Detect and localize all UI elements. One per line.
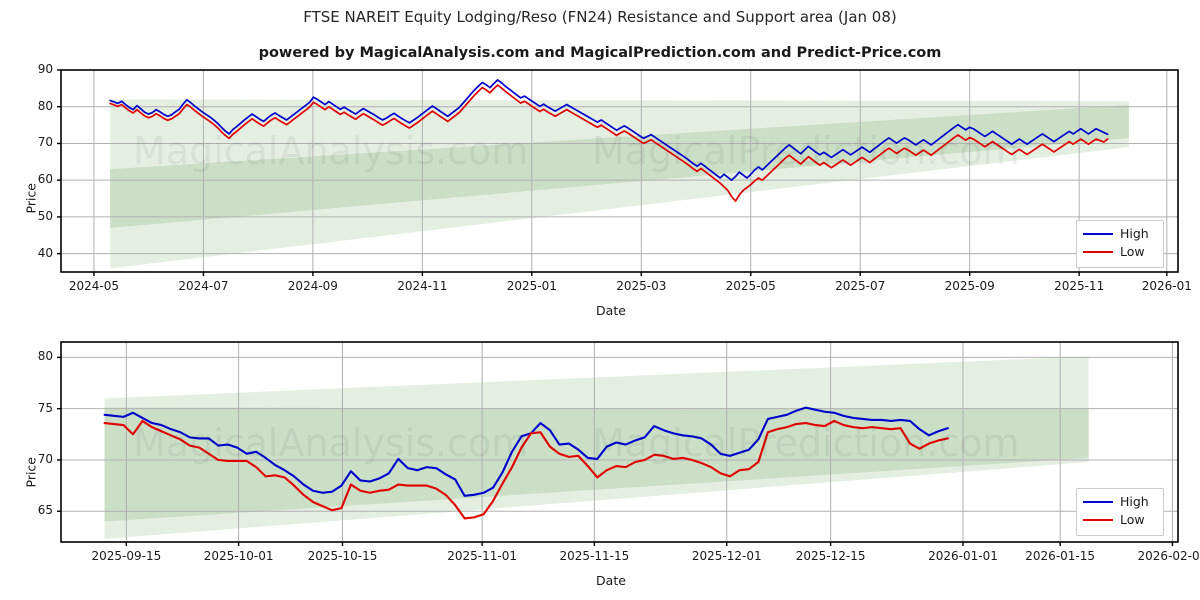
bottom-x-tick-label: 2025-10-01 — [203, 549, 274, 563]
bottom-x-tick-label: 2025-12-15 — [795, 549, 866, 563]
bottom-x-tick-label: 2025-12-01 — [691, 549, 762, 563]
top-y-tick-label: 70 — [37, 135, 53, 150]
legend-label: High — [1120, 225, 1149, 241]
top-x-tick-label: 2025-09 — [944, 279, 995, 293]
bottom-y-tick-label: 75 — [37, 400, 53, 415]
overview-legend[interactable]: High Low — [1076, 220, 1164, 268]
bottom-x-tick-label: 2026-02-01 — [1137, 549, 1200, 563]
legend-item-low[interactable]: Low — [1083, 243, 1157, 261]
bottom-y-tick-label: 70 — [37, 451, 53, 466]
top-x-tick-label: 2024-09 — [287, 279, 338, 293]
top-x-tick-label: 2024-07 — [178, 279, 229, 293]
top-y-tick-label: 80 — [37, 98, 53, 113]
top-x-tick-label: 2025-07 — [835, 279, 886, 293]
bottom-x-tick-label: 2026-01-01 — [928, 549, 998, 563]
bottom-x-tick-label: 2026-01-15 — [1025, 549, 1096, 563]
zoom-y-axis-label: Price — [23, 457, 39, 488]
top-y-tick-label: 40 — [37, 245, 53, 260]
legend-label: Low — [1120, 243, 1145, 259]
top-x-tick-label: 2025-05 — [725, 279, 776, 293]
bottom-x-tick-label: 2025-11-15 — [559, 549, 630, 563]
top-x-tick-label: 2024-05 — [68, 279, 119, 293]
top-x-tick-label: 2025-03 — [616, 279, 667, 293]
bottom-x-tick-label: 2025-11-01 — [447, 549, 517, 563]
bottom-x-tick-label: 2025-10-15 — [307, 549, 378, 563]
legend-swatch-high-icon — [1083, 233, 1113, 235]
overview-plot — [57, 69, 1179, 276]
top-x-tick-label: 2024-11 — [397, 279, 448, 293]
top-y-tick-label: 90 — [37, 62, 53, 76]
zoom-legend[interactable]: High Low — [1076, 488, 1164, 536]
page-title: FTSE NAREIT Equity Lodging/Reso (FN24) R… — [303, 8, 897, 26]
legend-swatch-low-icon — [1083, 519, 1113, 521]
bottom-y-tick-label: 80 — [37, 349, 53, 364]
bottom-x-tick-label: 2025-09-15 — [91, 549, 162, 563]
overview-x-axis-label: Date — [596, 303, 626, 318]
page-subtitle: powered by MagicalAnalysis.com and Magic… — [258, 45, 942, 61]
legend-label: Low — [1120, 511, 1145, 527]
zoom-x-axis-label: Date — [596, 573, 626, 588]
top-x-tick-label: 2025-11 — [1054, 279, 1105, 293]
top-y-tick-label: 50 — [37, 208, 53, 223]
top-y-tick-label: 60 — [37, 172, 53, 187]
bottom-y-tick-label: 65 — [37, 503, 53, 518]
legend-item-high[interactable]: High — [1083, 493, 1157, 511]
zoom-plot — [57, 341, 1179, 546]
top-x-tick-label: 2026-01 — [1141, 279, 1192, 293]
legend-swatch-low-icon — [1083, 251, 1113, 253]
legend-item-low[interactable]: Low — [1083, 511, 1157, 529]
legend-item-high[interactable]: High — [1083, 225, 1157, 243]
legend-swatch-high-icon — [1083, 501, 1113, 503]
legend-label: High — [1120, 493, 1149, 509]
top-x-tick-label: 2025-01 — [506, 279, 557, 293]
